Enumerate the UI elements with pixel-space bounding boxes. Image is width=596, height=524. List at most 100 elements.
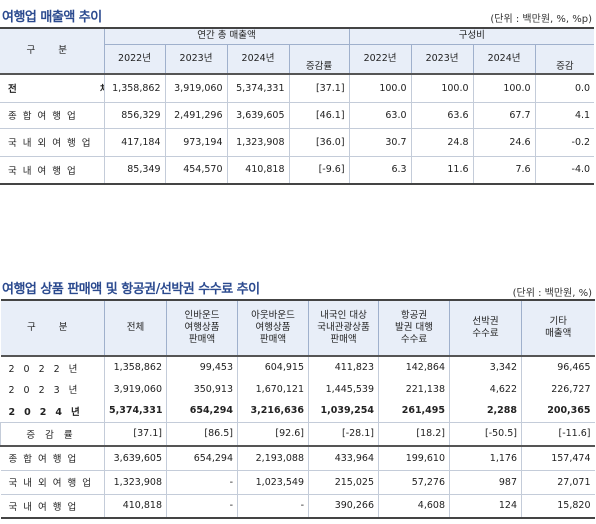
cell: 142,864 (378, 355, 450, 378)
cell: [18.2] (378, 421, 450, 446)
cell: 2,288 (449, 400, 522, 422)
cell: 100.0 (472, 73, 536, 102)
cell: 215,025 (308, 469, 379, 494)
cell: [37.1] (104, 421, 167, 446)
cell: 157,474 (521, 445, 595, 470)
cell: 85,349 (103, 155, 166, 184)
row-label: 종합여행업 (0, 101, 105, 128)
row-label: 2022년 (0, 355, 105, 378)
cell: 15,820 (521, 493, 595, 518)
cell: 654,294 (166, 400, 238, 422)
cell: 226,727 (521, 378, 595, 400)
cell: 410,818 (104, 493, 167, 518)
cell: [-28.1] (308, 421, 379, 446)
row-label: 전 체 (0, 73, 105, 102)
cell: [86.5] (166, 421, 238, 446)
cell: 3,639,605 (226, 101, 290, 128)
header-year: 2023년 (164, 43, 228, 75)
cell: 5,374,331 (226, 73, 290, 102)
cell: [46.1] (288, 101, 350, 128)
header-year: 2024년 (472, 43, 536, 75)
table-row: 종합여행업 856,329 2,491,296 3,639,605 [46.1]… (0, 101, 595, 128)
row-label: 국내여행업 (0, 493, 105, 518)
header-col: 전체 (104, 299, 167, 357)
table-row: 2022년 1,358,862 99,453 604,915 411,823 1… (0, 355, 595, 378)
cell: -0.2 (534, 127, 595, 156)
cell: [-9.6] (288, 155, 350, 184)
cell: 99,453 (166, 355, 238, 378)
cell: 96,465 (521, 355, 595, 378)
table-row: 2023년 3,919,060 350,913 1,670,121 1,445,… (0, 378, 595, 400)
cell: 6.3 (348, 155, 412, 184)
row-label: 국내여행업 (0, 155, 105, 184)
cell: 604,915 (237, 355, 309, 378)
cell: 11.6 (410, 155, 474, 184)
cell: 24.8 (410, 127, 474, 156)
header-year: 2024년 (226, 43, 290, 75)
section1-title: 여행업 매출액 추이 (2, 10, 102, 25)
cell: - (166, 469, 238, 494)
cell: 433,964 (308, 445, 379, 470)
cell: 856,329 (103, 101, 166, 128)
cell: 3,919,060 (164, 73, 228, 102)
cell: 1,358,862 (104, 355, 167, 378)
header-category: 구 분 (0, 299, 105, 357)
row-label: 종합여행업 (0, 445, 105, 470)
cell: 63.6 (410, 101, 474, 128)
sales-trend-table: 구 분 연간 총 매출액 구성비 2022년 2023년 2024년 증감률 2… (0, 27, 595, 185)
cell: [92.6] (237, 421, 309, 446)
cell: 63.0 (348, 101, 412, 128)
cell: 100.0 (410, 73, 474, 102)
cell: 7.6 (472, 155, 536, 184)
table-row: 종합여행업 3,639,605 654,294 2,193,088 433,96… (0, 445, 595, 470)
cell: [-11.6] (521, 421, 595, 446)
row-label: 2023년 (0, 378, 105, 400)
table-row: 2024년 5,374,331 654,294 3,216,636 1,039,… (0, 400, 595, 422)
cell: 57,276 (378, 469, 450, 494)
cell: 3,342 (449, 355, 522, 378)
header-year: 2023년 (410, 43, 474, 75)
cell: 30.7 (348, 127, 412, 156)
section1-unit: (단위 : 백만원, %, %p) (490, 14, 592, 25)
cell: 5,374,331 (104, 400, 167, 422)
cell: 2,491,296 (164, 101, 228, 128)
cell: 2,193,088 (237, 445, 309, 470)
cell: 221,138 (378, 378, 450, 400)
cell: 1,670,121 (237, 378, 309, 400)
cell: 3,639,605 (104, 445, 167, 470)
header-col: 기타 매출액 (521, 299, 595, 357)
cell: 27,071 (521, 469, 595, 494)
cell: - (166, 493, 238, 518)
header-col: 아웃바운드 여행상품 판매액 (237, 299, 309, 357)
header-col: 인바운드 여행상품 판매액 (166, 299, 238, 357)
cell: 100.0 (348, 73, 412, 102)
cell: 654,294 (166, 445, 238, 470)
cell: 1,323,908 (104, 469, 167, 494)
table-row: 증감률 [37.1] [86.5] [92.6] [-28.1] [18.2] … (0, 421, 595, 446)
cell: 1,023,549 (237, 469, 309, 494)
cell: 1,445,539 (308, 378, 379, 400)
cell: 973,194 (164, 127, 228, 156)
table-row: 전 체 1,358,862 3,919,060 5,374,331 [37.1]… (0, 73, 595, 102)
row-label: 증감률 (0, 421, 105, 446)
cell: 987 (449, 469, 522, 494)
cell: 261,495 (378, 400, 450, 422)
cell: 411,823 (308, 355, 379, 378)
cell: 1,176 (449, 445, 522, 470)
header-change-rate: 증감률 (288, 43, 350, 75)
cell: 454,570 (164, 155, 228, 184)
table-row: 국내외여행업 417,184 973,194 1,323,908 [36.0] … (0, 127, 595, 156)
table-row: 국내여행업 85,349 454,570 410,818 [-9.6] 6.3 … (0, 155, 595, 184)
header-year: 2022년 (348, 43, 412, 75)
section2-unit: (단위 : 백만원, %) (512, 288, 592, 299)
cell: [37.1] (288, 73, 350, 102)
header-col: 내국인 대상 국내관광상품 판매액 (308, 299, 379, 357)
cell: 350,913 (166, 378, 238, 400)
cell: - (237, 493, 309, 518)
header-year: 2022년 (103, 43, 166, 75)
header-category: 구 분 (0, 27, 105, 75)
header-composition: 구성비 (348, 27, 595, 45)
cell: [-50.5] (449, 421, 522, 446)
cell: 199,610 (378, 445, 450, 470)
cell: 124 (449, 493, 522, 518)
